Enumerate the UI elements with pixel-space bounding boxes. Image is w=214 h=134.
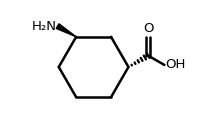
Polygon shape <box>56 24 76 37</box>
Text: H₂N: H₂N <box>31 20 56 33</box>
Text: OH: OH <box>165 58 185 72</box>
Text: O: O <box>143 22 153 35</box>
